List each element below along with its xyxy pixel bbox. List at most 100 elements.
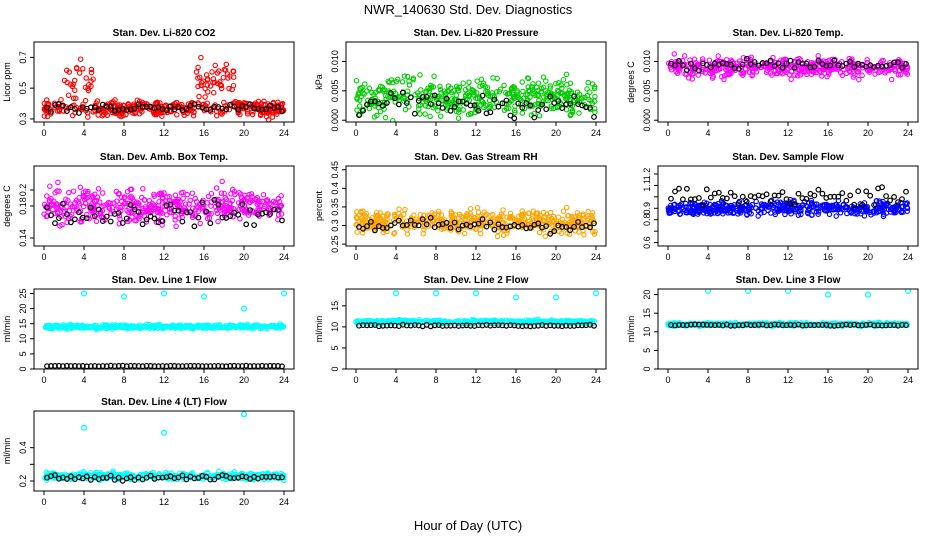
data-point <box>82 200 89 207</box>
data-point <box>736 58 743 64</box>
data-point <box>530 90 537 97</box>
data-point <box>558 230 565 236</box>
data-point <box>891 193 897 200</box>
data-point <box>674 70 681 77</box>
data-point <box>536 113 543 119</box>
data-point <box>417 111 423 117</box>
data-point <box>67 219 74 226</box>
data-point <box>795 212 802 219</box>
data-point <box>70 95 77 102</box>
data-point <box>576 110 582 116</box>
data-point <box>274 111 280 117</box>
data-point <box>861 213 868 219</box>
data-point <box>443 219 450 226</box>
data-point <box>675 202 682 209</box>
data-point <box>459 322 466 329</box>
data-point <box>202 85 208 92</box>
data-point <box>221 99 227 106</box>
data-point <box>218 190 225 196</box>
data-point <box>82 97 89 104</box>
data-point <box>467 110 474 117</box>
data-point <box>690 208 696 214</box>
x-tick-label: 8 <box>745 252 750 262</box>
data-point <box>202 209 209 216</box>
data-point <box>189 190 196 196</box>
data-point <box>213 112 220 119</box>
data-point <box>535 220 542 227</box>
data-point <box>864 291 872 298</box>
x-tick-label: 0 <box>41 128 46 138</box>
data-point <box>483 223 490 230</box>
y-tick-label: 0.5 <box>18 82 28 95</box>
y-tick-label: 10 <box>330 322 340 332</box>
data-point <box>233 324 239 330</box>
data-point <box>210 323 216 329</box>
data-point <box>278 202 285 209</box>
data-point <box>153 100 159 106</box>
data-point <box>388 222 394 229</box>
data-point <box>417 72 423 78</box>
data-point <box>428 84 435 90</box>
data-point <box>91 322 97 329</box>
data-point <box>141 323 147 330</box>
data-point <box>763 60 770 67</box>
data-point <box>175 104 182 110</box>
data-point <box>73 65 80 71</box>
data-point <box>380 102 386 109</box>
data-point <box>422 103 429 109</box>
data-point <box>448 209 454 215</box>
data-point <box>128 323 134 329</box>
data-point <box>474 78 480 84</box>
data-point <box>71 216 78 223</box>
data-point <box>718 197 725 204</box>
data-point <box>553 80 559 87</box>
data-point <box>784 289 792 294</box>
data-point <box>820 203 826 209</box>
data-point <box>174 323 180 330</box>
data-point <box>209 69 215 75</box>
data-point <box>226 85 232 92</box>
data-point <box>55 179 61 186</box>
data-point <box>99 190 106 196</box>
data-point <box>225 205 232 211</box>
panel-title: Stan. Dev. Li-820 Pressure <box>414 28 539 39</box>
data-point <box>44 193 50 199</box>
data-point <box>865 63 872 70</box>
data-point <box>567 100 573 107</box>
data-point <box>578 218 584 224</box>
data-point <box>477 83 483 90</box>
data-point <box>192 207 199 213</box>
data-point <box>788 64 795 70</box>
data-point <box>543 78 549 84</box>
data-point <box>667 210 674 216</box>
data-points <box>41 178 285 230</box>
data-point <box>211 196 218 203</box>
data-point <box>258 323 265 329</box>
data-point <box>867 192 874 199</box>
data-point <box>496 224 502 231</box>
data-point <box>95 206 102 213</box>
data-point <box>739 61 746 68</box>
data-point <box>811 63 818 70</box>
data-point <box>676 185 682 192</box>
data-point <box>719 204 726 210</box>
data-point <box>270 323 277 329</box>
data-point <box>471 215 478 221</box>
data-point <box>456 84 463 91</box>
data-point <box>739 193 746 200</box>
data-point <box>171 363 178 369</box>
data-point <box>247 207 254 214</box>
x-tick-label: 0 <box>353 252 358 262</box>
data-point <box>687 57 693 63</box>
x-tick-label: 24 <box>591 375 601 385</box>
y-tick-label: 0.3 <box>330 219 340 232</box>
data-point <box>84 190 91 197</box>
data-point <box>135 101 142 108</box>
data-point <box>531 110 537 117</box>
panel-4: Stan. Dev. Amb. Box Temp.degrees C0 4 8 12 1… <box>2 152 295 262</box>
data-point <box>417 87 424 93</box>
data-point <box>571 223 577 230</box>
data-point <box>44 113 51 120</box>
